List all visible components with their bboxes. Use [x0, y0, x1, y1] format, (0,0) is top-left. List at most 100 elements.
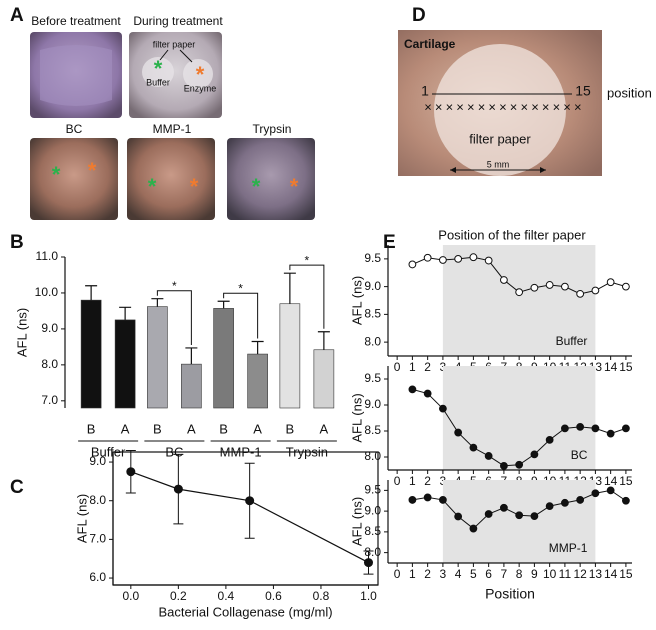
data-point [126, 467, 136, 477]
data-point [408, 260, 417, 269]
significance-bracket [156, 290, 192, 345]
x-tick-label: B [286, 421, 295, 436]
photo-caption: Before treatment [31, 14, 121, 28]
y-tick-label: 10.0 [35, 285, 59, 299]
data-point [530, 450, 539, 459]
x-tick-label: 15 [619, 567, 633, 581]
data-point [484, 452, 493, 460]
x-tick-label: 1 [409, 474, 416, 488]
photo-label: Cartilage [404, 37, 456, 51]
position-mark: × [456, 99, 464, 114]
significance-label: * [305, 253, 310, 267]
y-tick-label: 7.0 [41, 393, 58, 407]
data-point [591, 424, 600, 433]
position-mark: × [435, 99, 443, 114]
y-axis-label: AFL (ns) [74, 494, 89, 543]
position-mark: × [478, 99, 486, 114]
data-point [545, 281, 554, 289]
data-point [484, 510, 493, 518]
significance-bracket [223, 292, 259, 339]
x-tick-label: 14 [604, 360, 618, 374]
bar [313, 349, 335, 409]
error-bar [251, 340, 264, 355]
x-tick-label: 0.4 [218, 589, 235, 603]
error-bar [283, 272, 296, 304]
y-tick-label: 9.5 [364, 251, 381, 265]
y-tick-label: 9.0 [364, 503, 381, 517]
x-tick-label: 1 [409, 360, 416, 374]
y-tick-label: 9.0 [364, 397, 381, 411]
data-point [408, 496, 417, 504]
x-tick-label: B [87, 421, 96, 436]
error-bar [317, 331, 330, 350]
data-point [545, 502, 554, 511]
bar [213, 308, 234, 409]
group-label: Buffer [91, 444, 126, 459]
data-point [515, 288, 524, 297]
data-point [500, 276, 508, 284]
x-tick-label: 2 [424, 474, 431, 488]
photo [127, 138, 215, 220]
arrow [179, 49, 193, 63]
data-point [561, 282, 569, 291]
plot-frame [112, 451, 379, 586]
x-tick-label: 0.0 [122, 589, 139, 603]
x-tick-label: 5 [470, 567, 477, 581]
x-tick-label: 0 [394, 360, 401, 374]
x-tick-label: 9 [531, 567, 538, 581]
shaded-region [442, 480, 596, 563]
x-tick-label: 14 [604, 567, 618, 581]
data-point [622, 496, 630, 505]
y-tick-label: 9.0 [89, 454, 106, 468]
data-line [130, 471, 369, 564]
x-tick-label: 4 [455, 567, 462, 581]
x-tick-label: A [187, 421, 196, 436]
y-tick-label: 8.5 [364, 524, 381, 538]
series-label: Buffer [556, 334, 588, 348]
x-tick-label: 0 [394, 567, 401, 581]
data-point [469, 443, 478, 452]
data-point [173, 484, 183, 494]
series-label: BC [571, 448, 588, 462]
x-tick-label: 11 [559, 567, 572, 581]
data-point [363, 558, 373, 568]
significance-bracket [289, 264, 325, 329]
data-point [454, 428, 463, 437]
photo [129, 32, 222, 118]
x-axis-label: Bacterial Collagenase (mg/ml) [158, 604, 332, 619]
photo [30, 138, 118, 220]
y-tick-label: 9.5 [364, 371, 381, 385]
y-axis-label: AFL (ns) [349, 497, 364, 546]
data-point [545, 435, 554, 444]
error-bar [119, 306, 132, 320]
position-mark: × [542, 99, 550, 114]
panel-letter: E [383, 232, 396, 253]
data-point [606, 278, 615, 287]
data-point [591, 286, 600, 295]
data-point [622, 282, 630, 291]
data-point [576, 422, 585, 431]
y-tick-label: 8.5 [364, 423, 381, 437]
error-bar [185, 347, 198, 365]
x-tick-label: 15 [619, 360, 633, 374]
data-point [245, 496, 255, 506]
photo-label: Buffer [146, 77, 170, 87]
asterisk: * [252, 174, 261, 199]
bar [147, 306, 168, 409]
x-tick-label: 1.0 [360, 589, 377, 603]
data-point [515, 511, 524, 520]
position-mark: × [467, 99, 475, 114]
position-mark: × [499, 99, 507, 114]
bar [279, 303, 301, 409]
position-mark: × [424, 99, 432, 114]
x-tick-label: 0.2 [170, 589, 187, 603]
data-point [439, 404, 447, 413]
asterisk: * [88, 158, 97, 183]
bar [80, 299, 102, 409]
data-point [423, 389, 432, 398]
position-mark: × [563, 99, 571, 114]
data-point [606, 486, 615, 495]
filter-paper [142, 57, 174, 87]
panel-letter: A [10, 5, 24, 26]
